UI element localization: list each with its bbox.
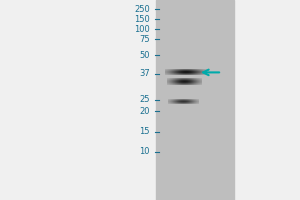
Bar bbox=[156, 0, 234, 200]
Text: 10: 10 bbox=[140, 148, 150, 156]
Text: 50: 50 bbox=[140, 50, 150, 60]
Text: 75: 75 bbox=[140, 34, 150, 44]
Text: 37: 37 bbox=[139, 70, 150, 78]
Text: 100: 100 bbox=[134, 24, 150, 33]
Text: 25: 25 bbox=[140, 96, 150, 104]
Text: 250: 250 bbox=[134, 4, 150, 14]
Text: 20: 20 bbox=[140, 106, 150, 116]
Text: 15: 15 bbox=[140, 128, 150, 136]
Text: 150: 150 bbox=[134, 15, 150, 23]
